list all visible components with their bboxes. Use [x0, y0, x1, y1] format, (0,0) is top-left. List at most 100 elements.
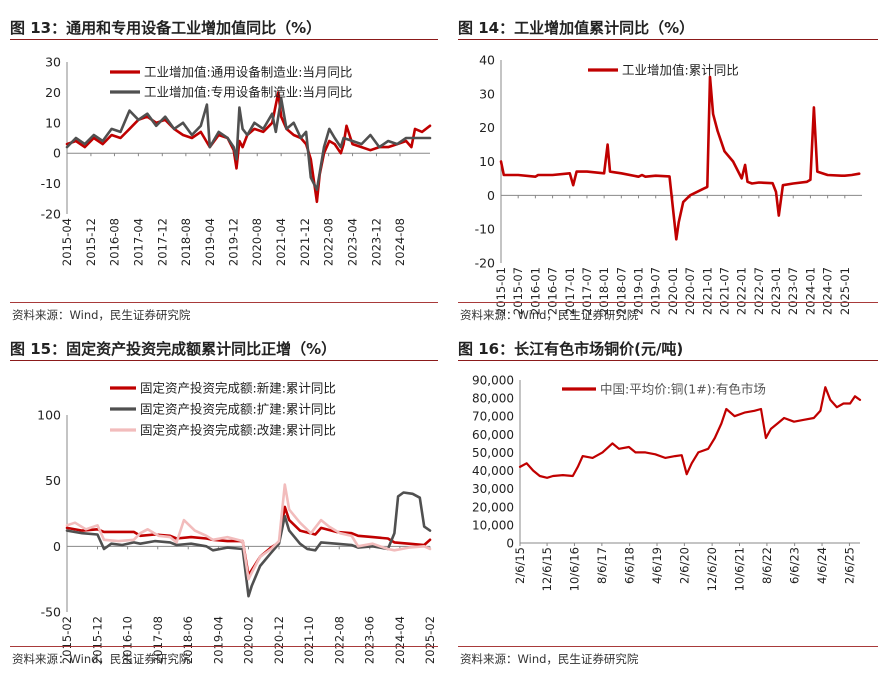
x-tick-label: 10/6/16 — [567, 547, 581, 591]
x-tick-label: 4/6/19 — [650, 547, 664, 584]
chart-14: -20 -10 0 10 20 30 40 2015-01 2015-07 2016-01 2016… — [475, 53, 862, 315]
series-line-1 — [518, 386, 862, 479]
x-tick-label: 2019-04 — [211, 616, 225, 664]
x-tick-label: 2017-07 — [580, 267, 594, 315]
panel-15: 图 15：固定资产投资完成额累计同比正增（%） -50 0 50 100 2015-02… — [10, 330, 438, 670]
panel-16: 图 16：长江有色市场铜价(元/吨) 0 10,000 20,000 30,000 40… — [458, 330, 878, 670]
source-rule — [10, 302, 438, 303]
x-tick-label: 2024-01 — [803, 267, 817, 315]
source-note: 资料来源：Wind，民生证券研究院 — [12, 652, 191, 666]
title-rule — [458, 360, 878, 361]
x-tick-label: 2017-08 — [151, 616, 165, 664]
title-rule — [10, 39, 438, 40]
x-tick-label: 2022-07 — [752, 267, 766, 315]
source-rule — [458, 302, 878, 303]
x-tick-label: 2024-04 — [393, 616, 407, 664]
series-line-1 — [65, 91, 432, 204]
chart-title: 图 13：通用和专用设备工业增加值同比（%） — [10, 19, 322, 37]
x-tick-label: 2025-02 — [423, 616, 437, 664]
x-tick-label: 2021-10 — [302, 616, 316, 664]
x-tick-label: 2021-04 — [274, 218, 288, 266]
x-tick-label: 2023-01 — [769, 267, 783, 315]
y-tick-label: 0 — [53, 146, 61, 161]
x-tick-label: 2021-07 — [717, 267, 731, 315]
x-tick-label: 2017-12 — [155, 218, 169, 266]
y-tick-label: 0 — [487, 188, 495, 203]
legend-label: 固定资产投资完成额:扩建:累计同比 — [140, 402, 336, 417]
x-tick-label: 2/6/15 — [513, 547, 527, 584]
y-tick-label: 30 — [45, 55, 61, 70]
x-tick-label: 2/6/20 — [677, 547, 691, 584]
y-tick-label: 10,000 — [472, 518, 514, 532]
y-tick-label: 30,000 — [472, 482, 514, 496]
x-tick-label: 2025-01 — [838, 267, 852, 315]
y-tick-label: 90,000 — [472, 374, 514, 388]
x-tick-label: 2018-01 — [597, 267, 611, 315]
x-tick-label: 2015-12 — [90, 616, 104, 664]
x-tick-label: 6/6/23 — [788, 547, 802, 584]
y-tick-label: 10 — [479, 154, 495, 169]
y-tick-label: 40,000 — [472, 464, 514, 478]
panel-14: 图 14：工业增加值累计同比（%） -20 -10 0 10 20 30 40 2015-01… — [458, 8, 878, 330]
x-tick-label: 2020-12 — [272, 616, 286, 664]
x-tick-label: 2019-07 — [649, 267, 663, 315]
series-line-2 — [65, 491, 432, 598]
x-tick-label: 2019-04 — [203, 218, 217, 266]
series-line-3 — [65, 483, 432, 581]
y-tick-label: -10 — [41, 176, 61, 191]
source-note: 资料来源：Wind，民生证券研究院 — [12, 308, 191, 322]
x-tick-label: 2022-01 — [735, 267, 749, 315]
x-tick-label: 2022-08 — [322, 218, 336, 266]
y-tick-label: 0 — [506, 537, 514, 551]
x-tick-label: 2015-02 — [60, 616, 74, 664]
chart-title: 图 16：长江有色市场铜价(元/吨) — [458, 340, 684, 358]
series-line-2 — [65, 97, 432, 191]
y-tick-label: 20 — [479, 120, 495, 135]
x-tick-label: 2023-12 — [369, 218, 383, 266]
x-tick-label: 2023-04 — [346, 218, 360, 266]
chart-title: 图 15：固定资产投资完成额累计同比正增（%） — [10, 340, 337, 358]
x-tick-label: 2015-07 — [511, 267, 525, 315]
x-tick-label: 2015-01 — [494, 267, 508, 315]
x-tick-label: 2023-06 — [363, 616, 377, 664]
y-tick-label: 40 — [479, 53, 495, 68]
legend-label: 工业增加值:通用设备制造业:当月同比 — [144, 65, 352, 80]
x-tick-label: 2021-12 — [298, 218, 312, 266]
x-tick-label: 12/6/15 — [540, 547, 554, 591]
chart-title: 图 14：工业增加值累计同比（%） — [458, 19, 695, 37]
legend-label: 固定资产投资完成额:新建:累计同比 — [140, 381, 336, 396]
y-tick-label: 30 — [479, 86, 495, 101]
legend-label: 工业增加值:累计同比 — [622, 63, 739, 78]
x-tick-label: 2020-08 — [250, 218, 264, 266]
panel-13: 图 13：通用和专用设备工业增加值同比（%） -20 -10 0 10 20 30 2015… — [10, 8, 438, 330]
x-tick-label: 2018-07 — [614, 267, 628, 315]
x-tick-label: 2022-08 — [332, 616, 346, 664]
y-tick-label: 60,000 — [472, 428, 514, 442]
y-tick-label: 100 — [37, 408, 61, 423]
x-tick-label: 2024-08 — [393, 218, 407, 266]
x-tick-label: 2019-01 — [632, 267, 646, 315]
source-note: 资料来源：Wind，民生证券研究院 — [460, 308, 639, 322]
x-tick-label: 6/6/18 — [623, 547, 637, 584]
y-tick-label: 80,000 — [472, 392, 514, 406]
title-rule — [10, 360, 438, 361]
y-tick-label: 20,000 — [472, 500, 514, 514]
series-line-1 — [499, 75, 861, 241]
x-tick-label: 4/6/24 — [815, 547, 829, 584]
x-tick-label: 12/6/20 — [705, 547, 719, 591]
y-tick-label: 70,000 — [472, 410, 514, 424]
y-tick-label: 50 — [45, 473, 61, 488]
x-tick-label: 2015-04 — [60, 218, 74, 266]
source-note: 资料来源：Wind，民生证券研究院 — [460, 652, 639, 666]
y-tick-label: 0 — [53, 539, 61, 554]
legend-label: 工业增加值:专用设备制造业:当月同比 — [144, 85, 352, 100]
x-tick-label: 2016-08 — [107, 218, 121, 266]
y-tick-label: -20 — [475, 256, 495, 271]
y-tick-label: -10 — [475, 222, 495, 237]
chart-13: -20 -10 0 10 20 30 2015-04 2015-12 2016-08 2017-0… — [41, 55, 432, 266]
x-tick-label: 2018-08 — [179, 218, 193, 266]
source-rule — [10, 646, 438, 647]
x-tick-label: 2016-01 — [528, 267, 542, 315]
source-rule — [458, 646, 878, 647]
chart-16: 0 10,000 20,000 30,000 40,000 50,000 60,000 70,… — [472, 374, 862, 591]
